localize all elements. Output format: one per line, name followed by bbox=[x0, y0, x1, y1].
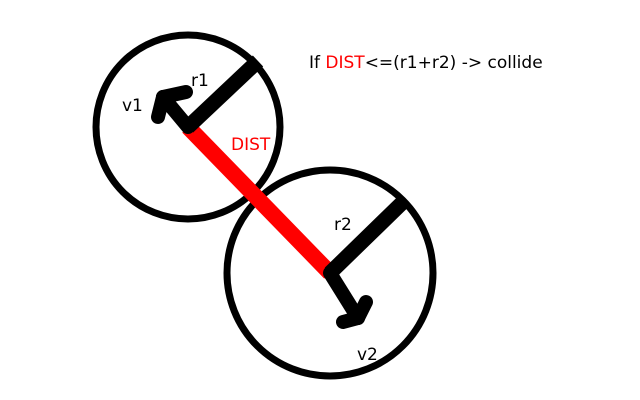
velocity-v2-arrow bbox=[323, 266, 373, 329]
formula-dist-highlight: DIST bbox=[325, 53, 365, 73]
circle-2 bbox=[223, 166, 437, 380]
velocity-v1-arrow bbox=[151, 85, 195, 134]
dist-label: DIST bbox=[231, 135, 271, 155]
v1-label: v1 bbox=[122, 96, 143, 116]
v2-label: v2 bbox=[357, 345, 378, 365]
formula-suffix: <=(r1+r2) -> collide bbox=[365, 53, 543, 73]
circle-1 bbox=[92, 31, 284, 223]
radius-r1-line bbox=[182, 55, 264, 133]
radius-r2-line bbox=[324, 194, 411, 279]
collision-formula: If DIST<=(r1+r2) -> collide bbox=[309, 53, 543, 73]
r1-label: r1 bbox=[191, 71, 209, 91]
formula-prefix: If bbox=[309, 53, 325, 73]
r2-label: r2 bbox=[334, 215, 352, 235]
distance-line bbox=[182, 121, 336, 279]
